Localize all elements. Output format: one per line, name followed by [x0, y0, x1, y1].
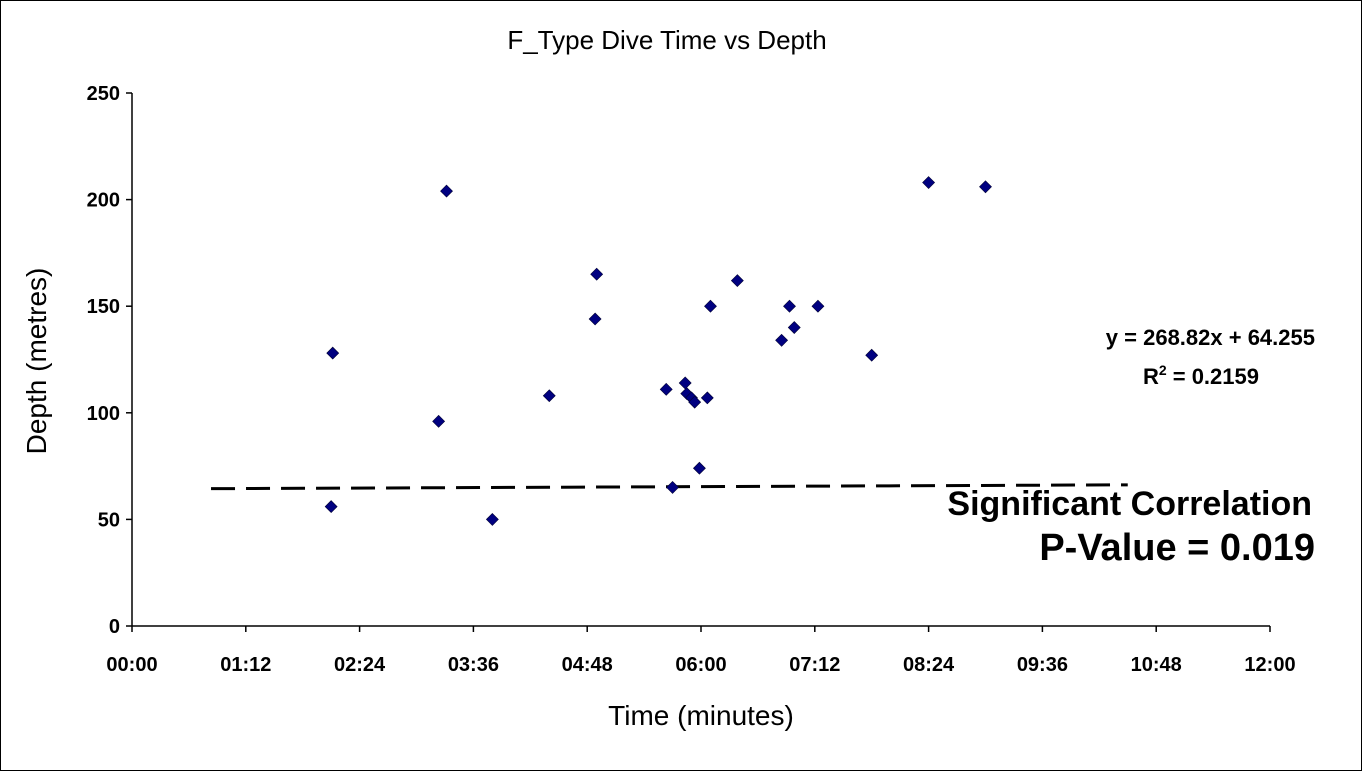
- data-point: [666, 480, 679, 494]
- data-point: [688, 395, 702, 409]
- x-tick-label: 00:00: [106, 654, 157, 676]
- data-point: [775, 333, 789, 347]
- data-point: [730, 274, 744, 288]
- data-point: [542, 389, 556, 403]
- x-tick-label: 03:36: [448, 654, 499, 676]
- y-axis-label: Depth (metres): [21, 268, 52, 455]
- data-point: [692, 461, 706, 475]
- y-tick-label: 250: [87, 83, 120, 105]
- y-tick-label: 200: [87, 190, 120, 212]
- data-point: [324, 500, 338, 514]
- data-point: [588, 312, 602, 326]
- trend-equation: y = 268.82x + 64.255: [1106, 325, 1315, 350]
- x-tick-label: 10:48: [1131, 654, 1182, 676]
- p-value-label: P-Value = 0.019: [1039, 527, 1315, 569]
- x-tick-label: 12:00: [1244, 654, 1295, 676]
- y-tick-label: 50: [98, 509, 120, 531]
- x-tick-label: 08:24: [903, 654, 955, 676]
- chart-title: F_Type Dive Time vs Depth: [507, 25, 826, 55]
- y-tick-label: 150: [87, 296, 120, 318]
- x-ticks: 00:00 01:12 02:24 03:36 04:48 06:00 07:12 08:24…: [106, 626, 1296, 676]
- data-point: [326, 346, 340, 360]
- y-ticks: 0 50 100 150 200 250: [87, 83, 132, 638]
- y-tick-label: 100: [87, 403, 120, 425]
- data-points: [324, 176, 992, 526]
- data-point: [485, 512, 499, 526]
- y-tick-label: 0: [109, 616, 120, 638]
- data-point: [865, 348, 879, 362]
- r2-letter: R: [1143, 364, 1159, 389]
- data-point: [704, 299, 717, 313]
- x-tick-label: 06:00: [675, 654, 726, 676]
- data-point: [432, 414, 446, 428]
- data-point: [811, 299, 825, 313]
- x-tick-label: 04:48: [562, 654, 613, 676]
- r2-value: = 0.2159: [1167, 364, 1259, 389]
- data-point: [590, 267, 604, 281]
- data-point: [440, 184, 453, 198]
- x-tick-label: 07:12: [789, 654, 840, 676]
- data-point: [659, 382, 673, 396]
- data-point: [922, 176, 936, 189]
- significance-label: Significant Correlation: [947, 485, 1312, 523]
- x-tick-label: 02:24: [334, 654, 386, 676]
- data-point: [787, 321, 801, 334]
- x-tick-label: 01:12: [220, 654, 271, 676]
- r2-exponent: 2: [1159, 362, 1167, 378]
- plot-area: 0 50 100 150 200 250 00:00 01:12 02:24 03:36 04:4…: [87, 83, 1296, 676]
- data-point: [979, 180, 992, 194]
- data-point: [700, 391, 714, 405]
- data-point: [678, 376, 692, 390]
- x-axis-label: Time (minutes): [608, 700, 794, 731]
- data-point: [783, 299, 796, 313]
- x-tick-label: 09:36: [1017, 654, 1068, 676]
- r-squared-label: R2 = 0.2159: [1143, 362, 1259, 389]
